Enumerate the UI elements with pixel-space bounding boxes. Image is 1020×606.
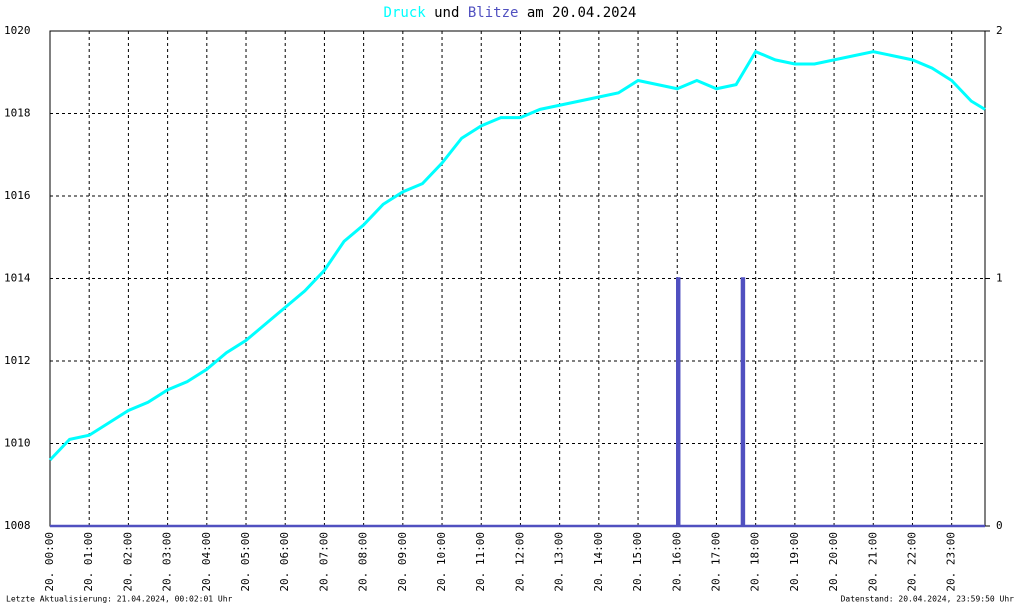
x-tick-label: 20. 19:00 bbox=[788, 532, 801, 592]
title-joiner: und bbox=[434, 5, 459, 21]
series-line bbox=[48, 49, 986, 462]
y2-tick-label: 2 bbox=[996, 24, 1003, 37]
x-tick-label: 20. 03:00 bbox=[161, 532, 174, 592]
title-date: am 20.04.2024 bbox=[527, 5, 637, 21]
x-tick-label: 20. 17:00 bbox=[709, 532, 722, 592]
x-tick-label: 20. 04:00 bbox=[200, 532, 213, 592]
x-tick-label: 20. 01:00 bbox=[82, 532, 95, 592]
x-tick-label: 20. 13:00 bbox=[553, 532, 566, 592]
title-series-1: Druck bbox=[384, 5, 427, 21]
x-tick-label: 20. 11:00 bbox=[474, 532, 487, 592]
y2-tick-label: 1 bbox=[996, 272, 1003, 285]
x-tick-label: 20. 20:00 bbox=[827, 532, 840, 592]
footer-left: Letzte Aktualisierung: 21.04.2024, 00:02… bbox=[6, 595, 233, 604]
y-tick-label: 1008 bbox=[4, 519, 31, 532]
y-tick-label: 1012 bbox=[4, 354, 31, 367]
x-tick-label: 20. 00:00 bbox=[43, 532, 56, 592]
y-tick-label: 1020 bbox=[4, 24, 31, 37]
series-line bbox=[50, 277, 985, 528]
x-tick-label: 20. 22:00 bbox=[905, 532, 918, 592]
x-tick-label: 20. 05:00 bbox=[239, 532, 252, 592]
y-tick-label: 1018 bbox=[4, 107, 31, 120]
x-tick-label: 20. 23:00 bbox=[945, 532, 958, 592]
y-tick-label: 1016 bbox=[4, 189, 31, 202]
x-tick-label: 20. 15:00 bbox=[631, 532, 644, 592]
x-tick-label: 20. 02:00 bbox=[121, 532, 134, 592]
chart-title: Druck und Blitze am 20.04.2024 bbox=[384, 5, 637, 21]
x-tick-label: 20. 09:00 bbox=[396, 532, 409, 592]
x-tick-label: 20. 21:00 bbox=[866, 532, 879, 592]
x-tick-label: 20. 14:00 bbox=[592, 532, 605, 592]
x-tick-label: 20. 12:00 bbox=[513, 532, 526, 592]
x-tick-label: 20. 10:00 bbox=[435, 532, 448, 592]
x-tick-label: 20. 08:00 bbox=[357, 532, 370, 592]
y-tick-label: 1010 bbox=[4, 437, 31, 450]
y2-tick-label: 0 bbox=[996, 519, 1003, 532]
x-tick-label: 20. 18:00 bbox=[749, 532, 762, 592]
y-tick-label: 1014 bbox=[4, 272, 31, 285]
x-tick-label: 20. 06:00 bbox=[278, 532, 291, 592]
x-tick-label: 20. 16:00 bbox=[670, 532, 683, 592]
title-series-2: Blitze bbox=[468, 5, 519, 21]
x-tick-label: 20. 07:00 bbox=[317, 532, 330, 592]
footer-right: Datenstand: 20.04.2024, 23:59:50 Uhr bbox=[841, 595, 1015, 604]
